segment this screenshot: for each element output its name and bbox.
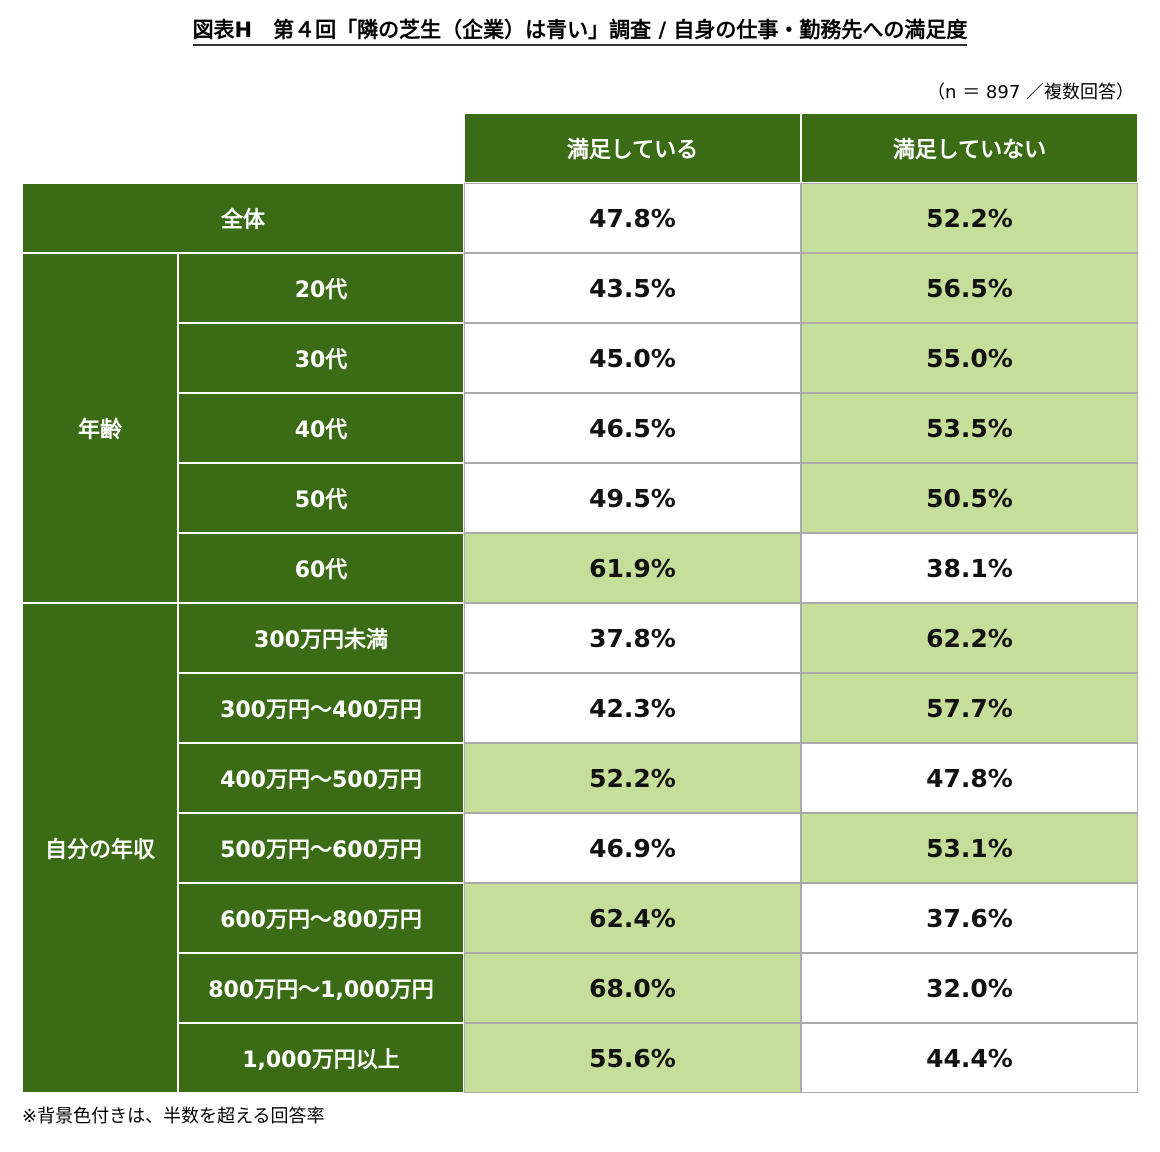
column-header: 満足している	[464, 113, 801, 183]
value-cell: 43.5%	[464, 253, 801, 323]
row-header: 300万円未満	[178, 603, 464, 673]
value-cell: 32.0%	[801, 953, 1138, 1023]
value-cell: 53.1%	[801, 813, 1138, 883]
value-cell: 53.5%	[801, 393, 1138, 463]
row-header: 20代	[178, 253, 464, 323]
value-cell: 49.5%	[464, 463, 801, 533]
value-cell: 52.2%	[801, 183, 1138, 253]
value-cell: 68.0%	[464, 953, 801, 1023]
value-cell: 45.0%	[464, 323, 801, 393]
value-cell: 47.8%	[801, 743, 1138, 813]
group-header: 自分の年収	[22, 603, 178, 1093]
value-cell: 57.7%	[801, 673, 1138, 743]
value-cell: 46.5%	[464, 393, 801, 463]
row-header: 800万円～1,000万円	[178, 953, 464, 1023]
sample-note: （n ＝ 897 ／複数回答）	[927, 82, 1134, 103]
value-cell: 55.6%	[464, 1023, 801, 1093]
value-cell: 37.6%	[801, 883, 1138, 953]
value-cell: 42.3%	[464, 673, 801, 743]
value-cell: 61.9%	[464, 533, 801, 603]
row-header: 30代	[178, 323, 464, 393]
value-cell: 55.0%	[801, 323, 1138, 393]
value-cell: 50.5%	[801, 463, 1138, 533]
value-cell: 38.1%	[801, 533, 1138, 603]
row-header: 500万円～600万円	[178, 813, 464, 883]
column-header: 満足していない	[801, 113, 1138, 183]
row-header: 1,000万円以上	[178, 1023, 464, 1093]
row-header: 600万円～800万円	[178, 883, 464, 953]
value-cell: 37.8%	[464, 603, 801, 673]
title-wrap: 図表H 第４回「隣の芝生（企業）は青い」調査 / 自身の仕事・勤務先への満足度	[0, 14, 1160, 46]
value-cell: 47.8%	[464, 183, 801, 253]
row-header: 300万円～400万円	[178, 673, 464, 743]
title: 図表H 第４回「隣の芝生（企業）は青い」調査 / 自身の仕事・勤務先への満足度	[192, 18, 968, 46]
group-header: 年齢	[22, 253, 178, 603]
value-cell: 46.9%	[464, 813, 801, 883]
row-header: 全体	[22, 183, 464, 253]
row-header: 60代	[178, 533, 464, 603]
value-cell: 62.2%	[801, 603, 1138, 673]
value-cell: 44.4%	[801, 1023, 1138, 1093]
row-header: 400万円～500万円	[178, 743, 464, 813]
value-cell: 56.5%	[801, 253, 1138, 323]
row-header: 40代	[178, 393, 464, 463]
footnote: ※背景色付きは、半数を超える回答率	[22, 1106, 325, 1127]
value-cell: 62.4%	[464, 883, 801, 953]
row-header: 50代	[178, 463, 464, 533]
value-cell: 52.2%	[464, 743, 801, 813]
